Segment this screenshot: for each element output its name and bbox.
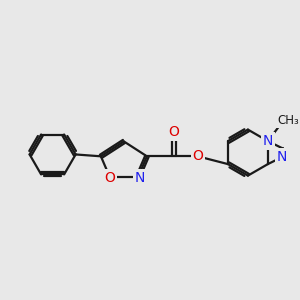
Text: O: O: [192, 149, 203, 163]
Text: O: O: [104, 171, 115, 185]
Text: O: O: [168, 125, 179, 139]
Text: N: N: [263, 134, 273, 148]
Text: N: N: [135, 171, 145, 185]
Text: CH₃: CH₃: [278, 114, 299, 127]
Text: N: N: [277, 150, 287, 164]
